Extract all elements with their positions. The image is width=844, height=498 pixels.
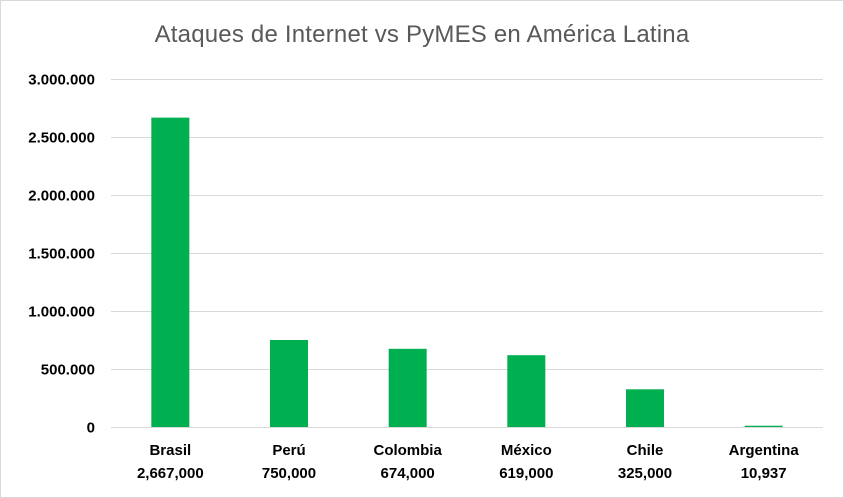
- x-category-value-label: 10,937: [741, 465, 787, 482]
- y-tick-label: 1.000.000: [28, 304, 95, 321]
- x-category-value-label: 325,000: [618, 465, 672, 482]
- gridlines: [111, 79, 823, 428]
- x-category-value-label: 2,667,000: [137, 465, 204, 482]
- bar-colombia: [388, 348, 427, 427]
- bar-argentina: [744, 425, 783, 427]
- y-tick-label: 2.500.000: [28, 130, 95, 147]
- x-category-label: Perú: [272, 442, 305, 459]
- y-tick-label: 500.000: [41, 362, 95, 379]
- x-category-label: México: [501, 442, 552, 459]
- x-category-label: Argentina: [729, 442, 800, 459]
- x-category-value-label: 674,000: [381, 465, 435, 482]
- bar-peru: [270, 340, 308, 427]
- y-axis-tick-labels: 0 500.000 1.000.000 1.500.000 2.000.000 2.500…: [28, 72, 95, 437]
- x-category-label: Colombia: [373, 442, 442, 459]
- y-tick-label: 3.000.000: [28, 72, 95, 89]
- x-category-label: Brasil: [149, 442, 191, 459]
- x-category-label: Chile: [627, 442, 664, 459]
- bar-chile: [626, 389, 664, 427]
- bar-brasil: [151, 117, 190, 428]
- bar-mexico: [507, 355, 546, 427]
- y-tick-label: 0: [87, 420, 95, 437]
- y-tick-label: 2.000.000: [28, 188, 95, 205]
- chart-title: Ataques de Internet vs PyMES en América …: [154, 21, 690, 48]
- x-category-value-label: 750,000: [262, 465, 316, 482]
- x-axis-category-labels: Brasil 2,667,000 Perú 750,000 Colombia 674,00…: [137, 442, 799, 482]
- bars: [151, 117, 783, 428]
- y-tick-label: 1.500.000: [28, 246, 95, 263]
- x-category-value-label: 619,000: [499, 465, 553, 482]
